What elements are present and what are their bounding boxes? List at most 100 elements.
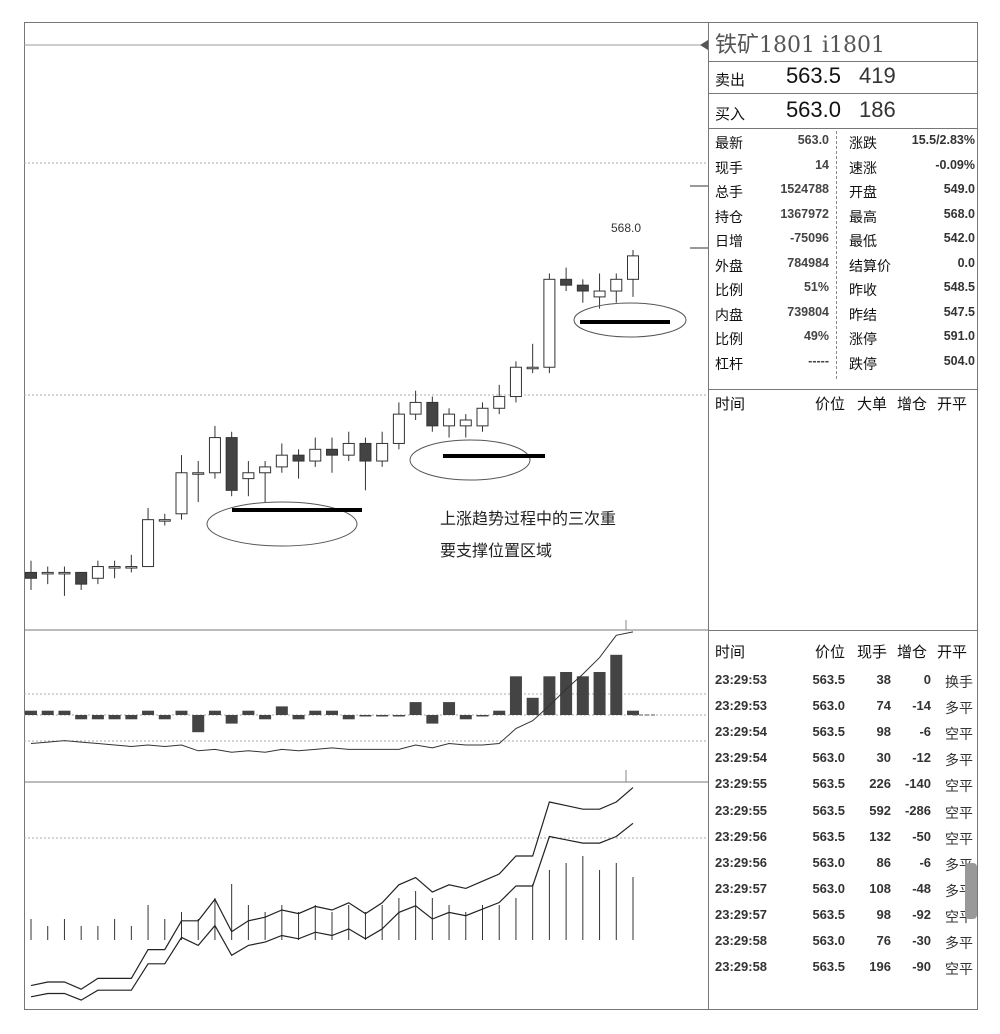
tick-time: 23:29:57: [715, 906, 768, 922]
stat-value: 14: [815, 157, 829, 172]
tick-row[interactable]: 23:29:54 563.0 30 -12 多平: [709, 744, 977, 770]
candle-body: [576, 284, 589, 292]
tick-type: 换手: [945, 675, 973, 691]
tick-type: 多平: [945, 936, 973, 952]
tick-price: 563.5: [812, 906, 845, 922]
col-volume: 现手: [857, 643, 888, 661]
tick-row[interactable]: 23:29:58 563.5 196 -90 空平: [709, 953, 977, 979]
stat-value: 591.0: [943, 329, 975, 343]
candle-body: [459, 419, 472, 427]
stat-label: 总手: [715, 185, 743, 201]
stat-label: 昨收: [849, 283, 877, 299]
oi-bar: [493, 710, 506, 715]
candle-body: [41, 571, 54, 575]
tick-price: 563.0: [812, 880, 845, 896]
divider: [709, 93, 977, 94]
tick-row[interactable]: 23:29:56 563.5 132 -50 空平: [709, 823, 977, 849]
stat-row: 杠杆 ----- 跌停 504.0: [709, 352, 977, 375]
price-chart[interactable]: [0, 0, 709, 1034]
oi-bar: [41, 710, 54, 715]
tick-oi-change: 0: [923, 672, 931, 687]
oi-bar: [426, 715, 439, 724]
tick-row[interactable]: 23:29:54 563.5 98 -6 空平: [709, 718, 977, 744]
stat-label: 杠杆: [715, 356, 743, 373]
oi-bar: [543, 676, 556, 715]
candle-body: [560, 278, 573, 286]
tick-time: 23:29:53: [715, 672, 768, 687]
tick-volume: 76: [876, 933, 891, 948]
tick-price: 563.0: [812, 750, 845, 766]
tick-oi-change: -90: [912, 959, 931, 975]
annotation-line1: 上涨趋势过程中的三次重: [440, 509, 617, 528]
stat-label: 比例: [715, 283, 743, 299]
stat-label: 开盘: [849, 185, 877, 201]
scrollbar-thumb[interactable]: [965, 863, 977, 919]
stat-row: 最新 563.0 涨跌 15.5/2.83%: [709, 131, 977, 154]
tick-row[interactable]: 23:29:56 563.0 86 -6 多平: [709, 849, 977, 875]
tick-price: 563.5: [812, 776, 845, 792]
oi-bar: [593, 672, 606, 715]
candle-body: [192, 472, 205, 475]
oi-bar: [25, 710, 37, 715]
stat-value: 15.5/2.83%: [911, 133, 975, 147]
sell-row[interactable]: 卖出 563.5 419: [709, 61, 977, 93]
oi-bar: [392, 715, 405, 717]
tick-row[interactable]: 23:29:55 563.5 592 -286 空平: [709, 797, 977, 823]
candle-body: [426, 401, 439, 427]
tick-price: 563.0: [812, 933, 845, 948]
stat-label: 最新: [715, 136, 743, 152]
candle-body: [225, 437, 238, 491]
candle-body: [108, 566, 121, 569]
stat-label: 最高: [849, 209, 877, 226]
col-time: 时间: [715, 643, 746, 661]
candle-body: [493, 396, 506, 409]
ma-line-fast: [30, 787, 634, 990]
divider: [709, 128, 977, 129]
tick-row[interactable]: 23:29:53 563.5 38 0 换手: [709, 666, 977, 692]
tick-row[interactable]: 23:29:57 563.0 108 -48 多平: [709, 875, 977, 901]
stat-value: 0.0: [957, 255, 975, 270]
candle-body: [125, 566, 138, 569]
candle-body: [142, 519, 155, 568]
stat-value: -75096: [790, 231, 829, 245]
tick-volume: 132: [869, 828, 891, 844]
oi-bar: [259, 715, 272, 720]
stat-label: 持仓: [715, 209, 743, 226]
tick-type: 多平: [945, 753, 973, 770]
col-price: 价位: [815, 643, 846, 661]
stat-label: 昨结: [849, 307, 877, 324]
stat-row: 总手 1524788 开盘 549.0: [709, 180, 977, 203]
tick-time: 23:29:55: [715, 802, 768, 818]
oi-bar: [225, 715, 238, 724]
candle-body: [259, 466, 272, 474]
stat-value: 784984: [787, 255, 829, 270]
stat-row: 比例 49% 涨停 591.0: [709, 327, 977, 350]
buy-row[interactable]: 买入 563.0 186: [709, 95, 977, 127]
oi-bar: [560, 672, 573, 715]
stat-value: 739804: [787, 304, 829, 319]
oi-bar: [576, 676, 589, 715]
tick-row[interactable]: 23:29:53 563.0 74 -14 多平: [709, 692, 977, 718]
buy-volume: 186: [859, 97, 896, 122]
tick-row[interactable]: 23:29:58 563.0 76 -30 多平: [709, 927, 977, 953]
oi-bar: [409, 702, 422, 715]
tick-price: 563.5: [812, 828, 845, 844]
stat-value: -----: [808, 353, 829, 368]
tick-type: 多平: [945, 701, 973, 718]
tick-volume: 196: [869, 959, 891, 975]
stat-row: 现手 14 速涨 -0.09%: [709, 156, 977, 179]
ma-line-slow: [30, 822, 634, 1001]
candle-body: [359, 442, 372, 462]
oi-bar: [476, 715, 489, 717]
tick-row[interactable]: 23:29:57 563.5 98 -92 空平: [709, 901, 977, 927]
tick-row[interactable]: 23:29:55 563.5 226 -140 空平: [709, 770, 977, 796]
tick-price: 563.5: [812, 959, 845, 975]
tick-volume: 38: [876, 672, 891, 687]
candle-body: [208, 437, 221, 474]
oi-bar: [275, 706, 288, 715]
stat-value: 49%: [803, 329, 829, 343]
stat-value: 51%: [803, 280, 829, 294]
candle-body: [443, 413, 456, 427]
tick-type: 空平: [945, 727, 973, 744]
tick-oi-change: -48: [912, 880, 931, 896]
